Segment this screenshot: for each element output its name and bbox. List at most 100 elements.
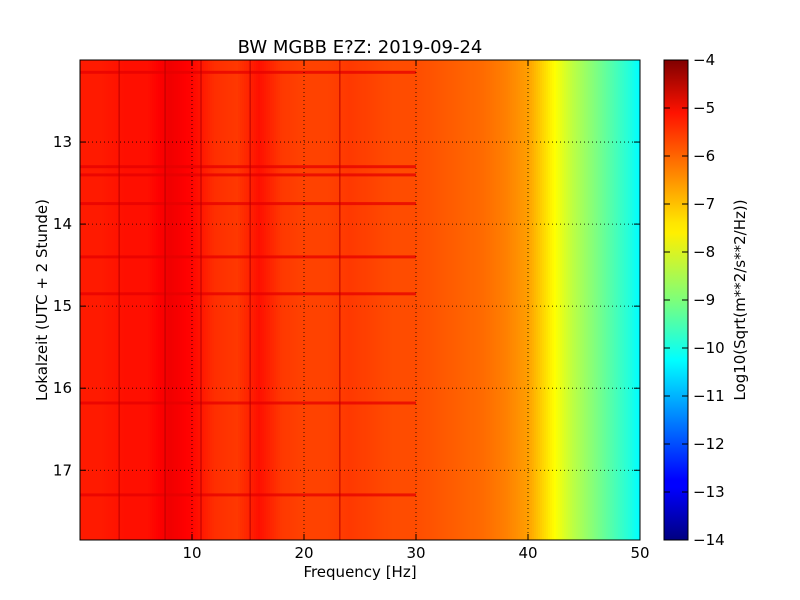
heatmap-column [408,60,411,540]
heatmap-column [520,60,523,540]
heatmap-column [330,60,333,540]
heatmap-column [508,60,511,540]
heatmap-column [608,60,611,540]
heatmap-column [594,60,597,540]
heatmap-column [600,60,603,540]
heatmap-column [464,60,467,540]
heatmap-column [614,60,617,540]
heatmap-column [394,60,397,540]
heatmap-column [110,60,113,540]
colorbar-tick-label: −12 [693,435,725,453]
heatmap-column [446,60,449,540]
heatmap-column [156,60,159,540]
heatmap-column [438,60,441,540]
heatmap-column [380,60,383,540]
heatmap-column [482,60,485,540]
heatmap-column [452,60,455,540]
heatmap-column [628,60,631,540]
heatmap-column [494,60,497,540]
heatmap-column [228,60,231,540]
heatmap-column [86,60,89,540]
heatmap-column [308,60,311,540]
heatmap-column [84,60,87,540]
heatmap-column [96,60,99,540]
heatmap-column [388,60,391,540]
heatmap-column [558,60,561,540]
heatmap-column [486,60,489,540]
time-event-band [80,173,416,177]
heatmap-column [624,60,627,540]
heatmap-column [326,60,329,540]
plot-area: 10 20 30 40 50 13 14 15 16 17 [53,59,650,562]
heatmap-column [230,60,233,540]
heatmap-column [570,60,573,540]
heatmap-column [276,60,279,540]
heatmap-column [376,60,379,540]
heatmap-column [286,60,289,540]
y-tick-label: 13 [53,133,72,151]
heatmap-column [610,60,613,540]
heatmap-column [352,60,355,540]
heatmap-column [362,60,365,540]
heatmap-column [208,60,211,540]
heatmap-column [522,60,525,540]
heatmap-column [114,60,117,540]
heatmap-column [176,60,179,540]
heatmap-column [224,60,227,540]
heatmap-column [358,60,361,540]
heatmap-image [80,60,641,540]
heatmap-column [454,60,457,540]
heatmap-column [524,60,527,540]
heatmap-column [202,60,205,540]
heatmap-column [212,60,215,540]
heatmap-column [258,60,261,540]
heatmap-column [166,60,169,540]
heatmap-column [100,60,103,540]
heatmap-column [262,60,265,540]
heatmap-column [480,60,483,540]
heatmap-column [422,60,425,540]
heatmap-column [530,60,533,540]
heatmap-column [232,60,235,540]
colorbar-tick-label: −14 [693,531,725,549]
y-tick-label: 14 [53,215,72,233]
y-axis-ticks: 13 14 15 16 17 [53,133,640,479]
heatmap-column [468,60,471,540]
heatmap-column [528,60,531,540]
heatmap-column [102,60,105,540]
heatmap-column [266,60,269,540]
heatmap-column [116,60,119,540]
time-event-band [80,292,416,296]
heatmap-column [272,60,275,540]
heatmap-column [210,60,213,540]
plot-frame [79,59,641,541]
heatmap-column [458,60,461,540]
heatmap-column [442,60,445,540]
heatmap-column [370,60,373,540]
heatmap-column [552,60,555,540]
heatmap-column [562,60,565,540]
heatmap-column [512,60,515,540]
heatmap-column [592,60,595,540]
heatmap-column [136,60,139,540]
heatmap-column [630,60,633,540]
heatmap-column [144,60,147,540]
heatmap-column [492,60,495,540]
time-event-band [80,401,416,405]
heatmap-column [620,60,623,540]
heatmap-column [198,60,201,540]
heatmap-column [184,60,187,540]
heatmap-column [514,60,517,540]
heatmap-column [98,60,101,540]
heatmap-column [190,60,193,540]
heatmap-column [168,60,171,540]
colorbar: −4 −5 −6 −7 −8 −9 −10 −11 −12 −13 −14 [663,51,725,549]
heatmap-column [88,60,91,540]
x-axis-label: Frequency [Hz] [303,563,416,581]
heatmap-column [264,60,267,540]
x-tick-label: 50 [630,544,649,562]
heatmap-column [626,60,629,540]
heatmap-column [470,60,473,540]
heatmap-column [392,60,395,540]
heatmap-column [632,60,635,540]
